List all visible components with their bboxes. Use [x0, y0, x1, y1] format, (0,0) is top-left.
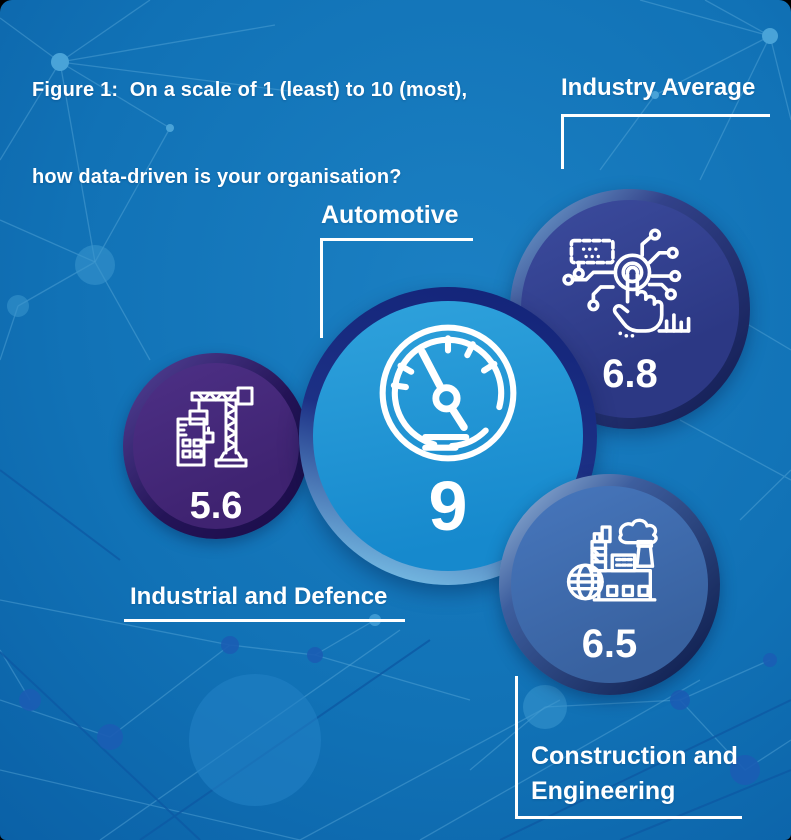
construction-engineering-connector-vertical: [515, 676, 518, 819]
bubble-construction-engineering: 6.5: [499, 474, 720, 695]
factory-icon: [549, 508, 671, 620]
figure-title-line2: how data-driven is your organisation?: [32, 166, 402, 188]
label-automotive: Automotive: [321, 201, 459, 229]
industry-average-value: 6.8: [602, 352, 658, 396]
bubble-industrial-defence-face: 5.6: [133, 363, 299, 529]
label-industrial-defence: Industrial and Defence: [130, 583, 388, 610]
bubble-industrial-defence: 5.6: [123, 353, 309, 539]
industrial-defence-value: 5.6: [189, 485, 243, 527]
construction-engineering-value: 6.5: [581, 622, 638, 666]
figure-title: Figure 1: On a scale of 1 (least) to 10 …: [32, 18, 467, 250]
construction-crane-icon: [163, 381, 269, 481]
bubble-construction-engineering-face: 6.5: [511, 486, 708, 683]
label-construction-engineering: Construction and Engineering: [531, 742, 738, 805]
label-industry-average: Industry Average: [561, 74, 756, 101]
industrial-defence-underline: [124, 619, 405, 622]
industry-average-connector-horizontal: [561, 114, 770, 117]
digital-touch-icon: [554, 226, 706, 348]
bubble-industry-average-face: 6.8: [521, 200, 739, 418]
industry-average-connector-vertical: [561, 114, 564, 169]
construction-engineering-connector-horizontal: [515, 816, 742, 819]
automotive-connector-horizontal: [320, 238, 473, 241]
figure-title-line1: Figure 1: On a scale of 1 (least) to 10 …: [32, 79, 468, 101]
automotive-connector-vertical: [320, 238, 323, 338]
gauge-icon: [372, 317, 524, 469]
automotive-value: 9: [428, 467, 468, 545]
